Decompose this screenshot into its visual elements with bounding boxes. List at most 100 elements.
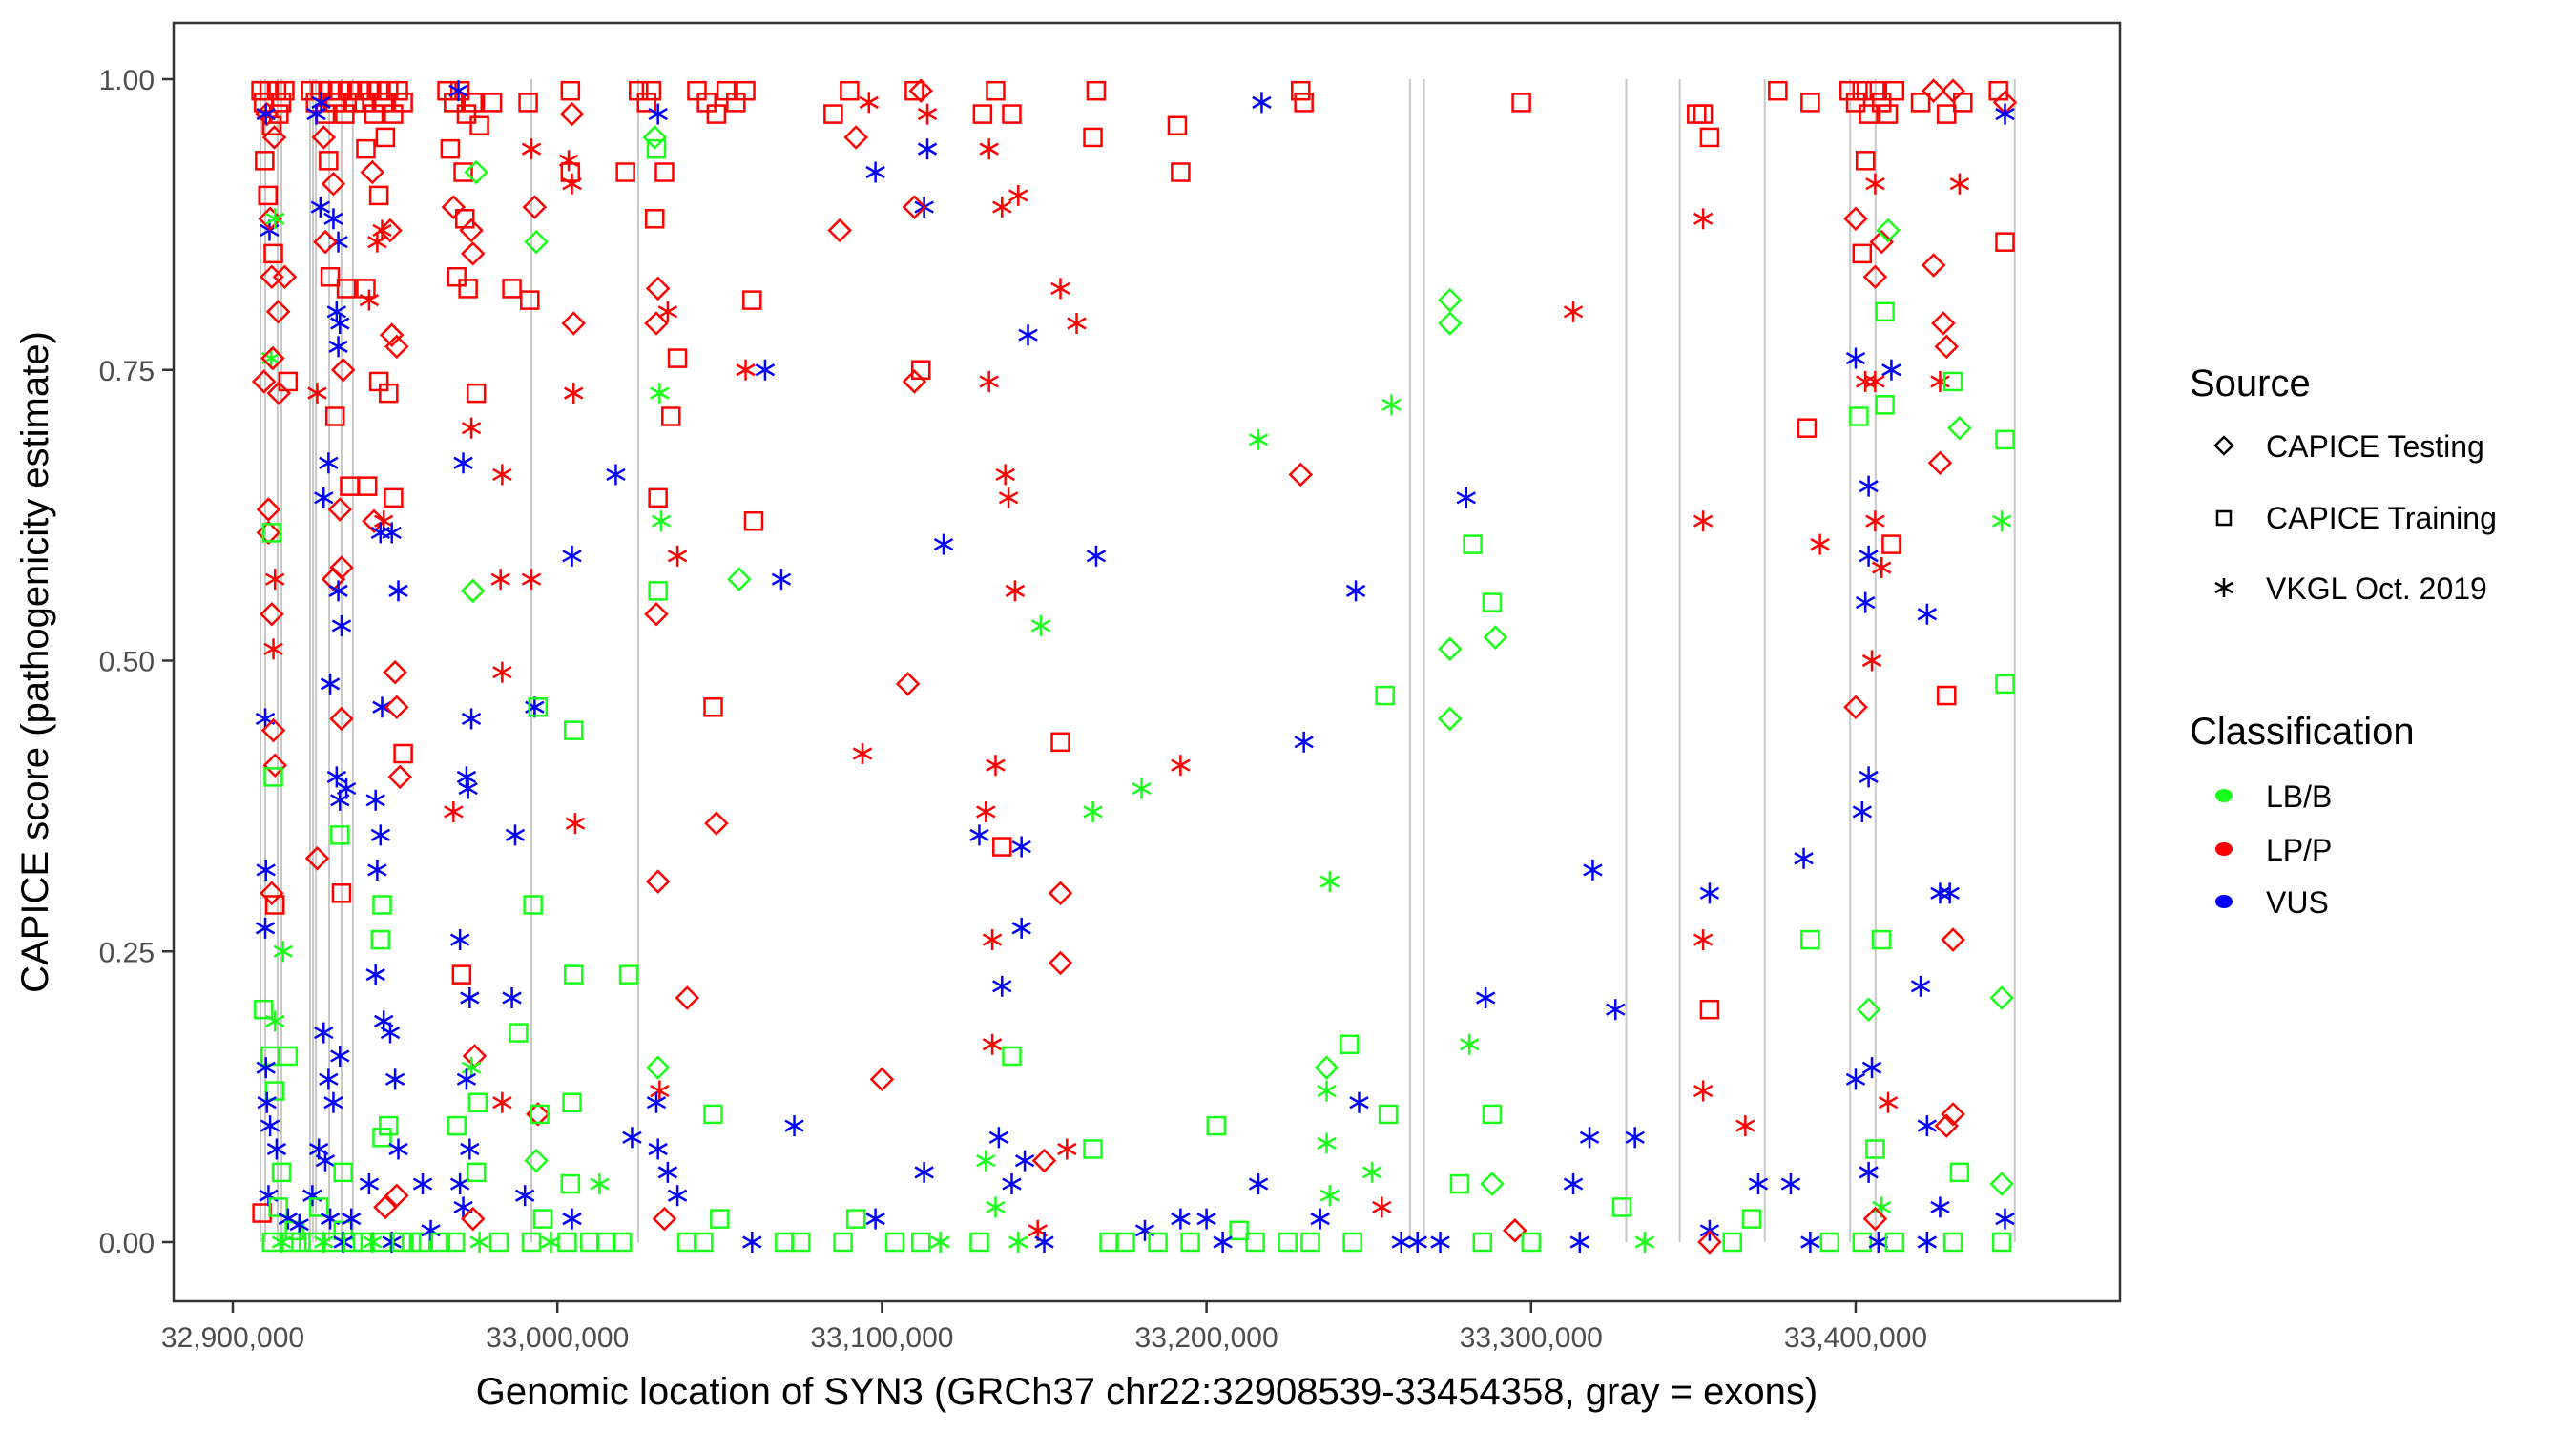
point-training-lpp [1291, 80, 1311, 101]
point-training-lbb [612, 1232, 633, 1253]
point-vkgl-vus [742, 1232, 762, 1253]
point-vkgl-vus [314, 487, 334, 508]
point-training-lpp [368, 185, 389, 206]
lbb-color-dot [2215, 789, 2233, 802]
point-vkgl-lpp [1735, 1115, 1755, 1137]
point-training-lpp [379, 383, 399, 404]
point-vkgl-lbb [1317, 1080, 1337, 1102]
point-vkgl-vus [1086, 545, 1107, 567]
point-vkgl-vus [1430, 1232, 1450, 1253]
point-vkgl-vus [1252, 92, 1272, 114]
point-training-lpp [1050, 732, 1070, 753]
point-testing-lpp [1048, 881, 1073, 906]
point-vkgl-lbb [273, 941, 293, 963]
point-vkgl-vus [365, 789, 385, 811]
point-training-lpp [482, 93, 503, 113]
point-training-lbb [1722, 1232, 1742, 1253]
point-testing-lpp [1288, 462, 1314, 487]
point-training-lbb [563, 964, 584, 985]
point-testing-lpp [561, 311, 586, 336]
point-vkgl-vus [456, 766, 477, 788]
y-tick-label: 0.75 [99, 356, 155, 387]
point-vkgl-vus [1780, 1173, 1801, 1195]
point-training-lbb [1949, 1162, 1970, 1183]
point-vkgl-vus [388, 1138, 408, 1160]
point-vkgl-lpp [650, 1080, 670, 1102]
legend-classification-title: Classification [2190, 711, 2415, 753]
point-training-lpp [437, 80, 457, 101]
point-training-lpp [356, 138, 376, 159]
point-testing-lpp [258, 206, 282, 232]
point-testing-lbb [726, 567, 752, 591]
point-vkgl-lpp [492, 661, 512, 683]
point-vkgl-vus [606, 464, 626, 486]
point-training-lbb [333, 1162, 353, 1183]
point-vkgl-vus [326, 301, 347, 322]
point-testing-lpp [1862, 1206, 1888, 1232]
point-vkgl-vus [456, 1068, 477, 1090]
point-vkgl-lpp [521, 569, 542, 591]
point-vkgl-vus [1930, 1196, 1950, 1218]
point-testing-lbb [464, 159, 488, 185]
lpp-color-dot [2215, 842, 2233, 856]
point-training-lbb [1245, 1232, 1265, 1253]
point-vkgl-vus [648, 1138, 668, 1160]
legend-item-lpp: LP/P [2215, 833, 2332, 867]
point-vkgl-lbb [1083, 800, 1103, 822]
point-vkgl-lpp [564, 383, 584, 404]
point-testing-lpp [652, 1206, 677, 1232]
point-vkgl-vus [784, 1115, 804, 1137]
point-vkgl-vus [266, 1138, 287, 1160]
x-tick-label: 33,100,000 [810, 1322, 953, 1354]
point-testing-lpp [383, 659, 407, 685]
point-training-lbb [1875, 395, 1895, 415]
point-vkgl-lpp [998, 487, 1019, 508]
x-axis-title: Genomic location of SYN3 (GRCh37 chr22:3… [476, 1371, 1818, 1413]
point-training-lbb [445, 1232, 466, 1253]
point-training-lpp [255, 151, 275, 171]
point-training-lbb [254, 999, 274, 1020]
point-training-lbb [1229, 1220, 1249, 1241]
square-icon [2215, 509, 2233, 527]
point-training-lpp [336, 279, 357, 299]
point-vkgl-lbb [265, 1010, 285, 1032]
point-training-lbb [791, 1232, 811, 1253]
point-training-lpp [1865, 80, 1885, 101]
point-vkgl-lpp [1171, 755, 1191, 777]
point-vkgl-vus [1294, 731, 1314, 753]
point-training-lbb [1278, 1232, 1298, 1253]
point-vkgl-lpp [265, 569, 285, 591]
point-testing-lpp [311, 125, 337, 150]
point-vkgl-lpp [1563, 301, 1584, 322]
point-training-lpp [1699, 127, 1720, 148]
point-training-lpp [264, 895, 285, 915]
point-testing-lpp [441, 195, 467, 219]
x-axis: 32,900,000 33,000,000 33,100,000 33,200,000… [161, 1301, 1927, 1354]
point-training-lpp [1086, 80, 1107, 101]
point-training-lbb [1449, 1173, 1470, 1194]
point-training-lpp [840, 80, 860, 101]
point-training-lbb [1463, 534, 1483, 554]
point-training-lpp [560, 80, 581, 101]
point-testing-lpp [329, 706, 354, 732]
point-testing-lpp [644, 311, 669, 336]
point-training-lpp [1852, 243, 1873, 264]
point-testing-lbb [1480, 1172, 1505, 1196]
point-vkgl-lpp [1930, 370, 1950, 392]
point-training-lpp [263, 243, 283, 264]
point-training-lbb [1800, 929, 1820, 950]
point-training-lbb [563, 720, 584, 740]
point-training-lpp [393, 93, 413, 113]
point-testing-lpp [460, 1206, 486, 1232]
point-vkgl-lpp [736, 359, 756, 381]
point-vkgl-lpp [859, 92, 879, 114]
vus-color-dot [2215, 895, 2233, 908]
point-vkgl-vus [1579, 1127, 1600, 1149]
point-vkgl-vus [1859, 1161, 1879, 1183]
point-vkgl-lbb [1459, 1033, 1480, 1055]
point-vkgl-lpp [1865, 510, 1885, 532]
point-vkgl-lbb [265, 208, 285, 230]
point-vkgl-lpp [372, 219, 392, 241]
point-vkgl-vus [1859, 475, 1879, 497]
point-training-lpp [648, 487, 668, 508]
